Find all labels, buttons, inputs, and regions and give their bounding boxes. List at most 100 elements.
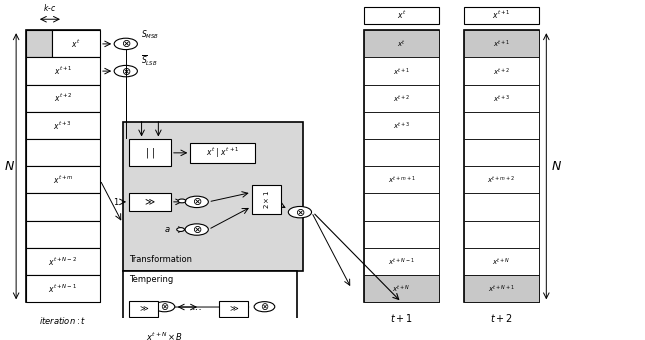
Bar bbox=[364, 139, 439, 166]
Text: $\overline{S}_{LSB}$: $\overline{S}_{LSB}$ bbox=[141, 53, 157, 68]
Circle shape bbox=[154, 302, 175, 312]
Bar bbox=[464, 30, 539, 302]
Bar bbox=[464, 248, 539, 275]
Bar bbox=[464, 166, 539, 193]
Bar bbox=[464, 193, 539, 221]
Circle shape bbox=[177, 228, 184, 232]
Text: $x^{t}$: $x^{t}$ bbox=[71, 38, 80, 50]
Text: $\gg$: $\gg$ bbox=[228, 304, 240, 313]
Bar bbox=[364, 30, 439, 57]
Text: $x^{{t+1}}$: $x^{{t+1}}$ bbox=[393, 66, 410, 76]
Bar bbox=[129, 301, 158, 317]
Bar bbox=[364, 193, 439, 221]
Bar bbox=[364, 166, 439, 193]
Text: Transformation: Transformation bbox=[129, 255, 192, 264]
Text: $x^{{t+m}}$: $x^{{t+m}}$ bbox=[52, 174, 74, 186]
Text: $\gg$: $\gg$ bbox=[137, 304, 150, 313]
Text: $1$: $1$ bbox=[113, 197, 119, 207]
Bar bbox=[464, 221, 539, 248]
Text: $x^{{t+N}}$: $x^{{t+N}}$ bbox=[492, 256, 511, 267]
Bar bbox=[52, 30, 100, 57]
Circle shape bbox=[254, 302, 275, 312]
Text: $x^{{t+N-1}}$: $x^{{t+N-1}}$ bbox=[48, 283, 77, 295]
Text: $x^{{t+2}}$: $x^{{t+2}}$ bbox=[393, 93, 410, 104]
Text: $\otimes$: $\otimes$ bbox=[192, 224, 202, 235]
Bar bbox=[252, 185, 281, 214]
Circle shape bbox=[185, 196, 208, 207]
Text: $x^{{t+N+1}}$: $x^{{t+N+1}}$ bbox=[488, 283, 515, 294]
Bar bbox=[464, 30, 539, 57]
Text: $x^{{t+1}}$: $x^{{t+1}}$ bbox=[54, 65, 72, 77]
Text: $\gg$: $\gg$ bbox=[143, 197, 157, 207]
Bar bbox=[464, 85, 539, 112]
Bar bbox=[464, 112, 539, 139]
Bar bbox=[464, 139, 539, 166]
Bar bbox=[364, 6, 439, 24]
Text: $t+2$: $t+2$ bbox=[490, 312, 513, 324]
Bar bbox=[364, 275, 439, 302]
Bar bbox=[26, 139, 100, 166]
Text: $\otimes$: $\otimes$ bbox=[160, 301, 169, 312]
Bar bbox=[129, 139, 171, 166]
Text: $x^{{t+N}}$: $x^{{t+N}}$ bbox=[392, 283, 411, 294]
Circle shape bbox=[178, 199, 186, 203]
Bar bbox=[364, 30, 439, 302]
Bar bbox=[26, 85, 100, 112]
Circle shape bbox=[114, 65, 137, 77]
Text: $x^{t}$: $x^{t}$ bbox=[397, 9, 406, 21]
Text: $x^{{t+3}}$: $x^{{t+3}}$ bbox=[54, 119, 72, 132]
Text: $x^{{t+3}}$: $x^{{t+3}}$ bbox=[393, 120, 410, 131]
Bar bbox=[26, 193, 100, 221]
Text: $x^{{t+1}}$: $x^{{t+1}}$ bbox=[493, 38, 510, 49]
Text: $N$: $N$ bbox=[551, 160, 562, 173]
Text: $\otimes$: $\otimes$ bbox=[192, 197, 202, 207]
Text: $x^{{t+2}}$: $x^{{t+2}}$ bbox=[54, 92, 72, 104]
Text: $x^{{t+m+1}}$: $x^{{t+m+1}}$ bbox=[388, 174, 415, 185]
Text: $2\times1$: $2\times1$ bbox=[262, 190, 270, 209]
FancyBboxPatch shape bbox=[123, 122, 303, 271]
Bar bbox=[364, 85, 439, 112]
Bar bbox=[26, 166, 100, 193]
Text: $iteration:t$: $iteration:t$ bbox=[39, 315, 86, 326]
Text: $x^{{t}}$: $x^{{t}}$ bbox=[397, 38, 406, 49]
Text: $\otimes$: $\otimes$ bbox=[260, 301, 269, 312]
Text: $\otimes$: $\otimes$ bbox=[121, 66, 131, 76]
Circle shape bbox=[114, 38, 137, 50]
Text: ...: ... bbox=[192, 302, 202, 312]
Text: $x^{t+1}$: $x^{t+1}$ bbox=[492, 9, 511, 21]
Bar bbox=[364, 112, 439, 139]
Text: $x^{{t+2}}$: $x^{{t+2}}$ bbox=[493, 66, 510, 76]
Bar bbox=[219, 301, 248, 317]
Text: $x^t\ |\ x^{t+1}$: $x^t\ |\ x^{t+1}$ bbox=[206, 146, 239, 160]
Bar bbox=[26, 275, 100, 302]
Text: $N$: $N$ bbox=[4, 160, 15, 173]
Bar bbox=[26, 248, 100, 275]
Text: $S_{MSB}$: $S_{MSB}$ bbox=[141, 28, 159, 41]
Bar bbox=[464, 275, 539, 302]
Circle shape bbox=[185, 224, 208, 235]
Text: $t+1$: $t+1$ bbox=[390, 312, 413, 324]
Bar bbox=[464, 57, 539, 85]
Text: $a$: $a$ bbox=[164, 225, 171, 234]
Bar bbox=[464, 6, 539, 24]
Bar bbox=[26, 57, 100, 85]
Text: $k$-$c$: $k$-$c$ bbox=[43, 2, 57, 13]
Text: $x^{{t+3}}$: $x^{{t+3}}$ bbox=[493, 93, 510, 104]
Bar bbox=[26, 30, 52, 57]
Bar bbox=[364, 221, 439, 248]
Bar bbox=[190, 142, 255, 163]
Circle shape bbox=[288, 206, 312, 218]
Text: $x^{t+N}\times B$: $x^{t+N}\times B$ bbox=[146, 331, 183, 340]
Bar bbox=[26, 221, 100, 248]
Text: $x^{{t+N-1}}$: $x^{{t+N-1}}$ bbox=[388, 256, 415, 267]
Text: $\otimes$: $\otimes$ bbox=[295, 207, 305, 218]
Bar bbox=[364, 57, 439, 85]
Text: $x^{{t+N-2}}$: $x^{{t+N-2}}$ bbox=[48, 255, 77, 268]
Bar bbox=[26, 112, 100, 139]
Text: Tempering: Tempering bbox=[129, 275, 174, 284]
Bar bbox=[129, 193, 171, 210]
Bar bbox=[26, 30, 100, 302]
Text: $x^{{t+m+2}}$: $x^{{t+m+2}}$ bbox=[488, 174, 515, 185]
Text: $|\ |$: $|\ |$ bbox=[144, 146, 155, 160]
FancyBboxPatch shape bbox=[123, 271, 297, 324]
